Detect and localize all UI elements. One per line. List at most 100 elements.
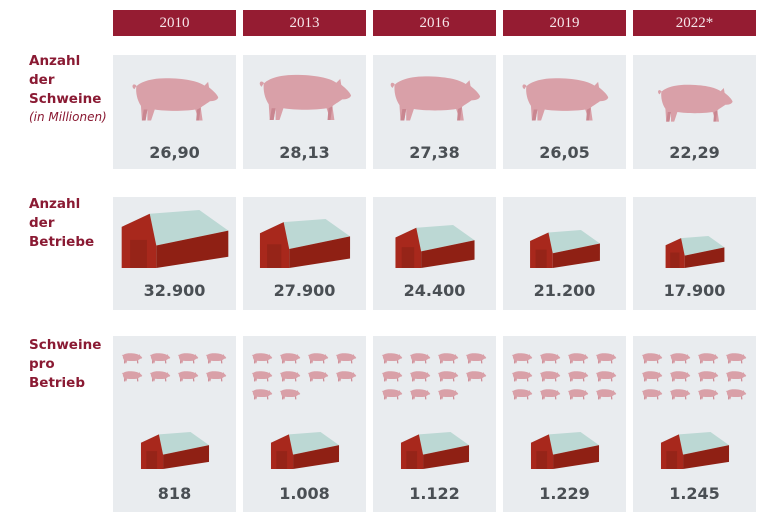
barn-icon xyxy=(660,432,729,469)
mini-pig-grid xyxy=(641,349,753,400)
mini-pig-icon xyxy=(205,353,227,364)
barn-icon xyxy=(140,432,209,469)
pig-icon xyxy=(132,78,218,121)
mini-pig-icon xyxy=(409,353,431,364)
barn-icon xyxy=(270,432,339,469)
row-label-per_farm: Schweine pro Betrieb xyxy=(29,336,101,393)
mini-pig-icon xyxy=(511,353,533,364)
pig-icon xyxy=(390,76,480,121)
mini-pig-icon xyxy=(437,389,459,400)
mini-pig-icon xyxy=(409,389,431,400)
mini-pig-icon xyxy=(279,353,301,364)
year-header: 2022* xyxy=(633,10,756,36)
mini-pig-icon xyxy=(121,353,143,364)
farm-count-cell: 27.900 xyxy=(243,197,366,310)
pigs-per-farm-cell: 1.122 xyxy=(373,336,496,512)
mini-pig-icon xyxy=(725,389,747,400)
mini-pig-icon xyxy=(149,371,171,382)
farm-count-value: 21.200 xyxy=(533,281,596,300)
farm-count-value: 32.900 xyxy=(143,281,206,300)
mini-pig-icon xyxy=(669,389,691,400)
mini-pig-icon xyxy=(177,371,199,382)
farm-count-cell: 24.400 xyxy=(373,197,496,310)
row-label-line: Betrieb xyxy=(29,375,86,391)
pig-count-cell: 27,38 xyxy=(373,55,496,169)
row-label-line: der xyxy=(29,72,55,88)
barn-icon xyxy=(394,225,475,268)
row-label-farms: Anzahl der Betriebe xyxy=(29,195,94,252)
mini-pig-icon xyxy=(335,353,357,364)
farm-count-cell: 32.900 xyxy=(113,197,236,310)
mini-pig-icon xyxy=(511,371,533,382)
mini-pig-icon xyxy=(669,353,691,364)
mini-pig-icon xyxy=(121,371,143,382)
mini-pig-icon xyxy=(725,371,747,382)
mini-pig-icon xyxy=(641,371,663,382)
mini-pig-icon xyxy=(381,353,403,364)
row-label-line: Schweine xyxy=(29,91,102,107)
mini-pig-icon xyxy=(669,371,691,382)
mini-pig-icon xyxy=(251,353,273,364)
barn-icon xyxy=(259,219,350,268)
mini-pig-grid xyxy=(121,349,233,382)
pig-count-value: 26,90 xyxy=(149,143,200,162)
pigs-per-farm-cell: 1.245 xyxy=(633,336,756,512)
row-label-line: Anzahl xyxy=(29,53,81,69)
year-header: 2013 xyxy=(243,10,366,36)
farm-count-value: 27.900 xyxy=(273,281,336,300)
mini-pig-icon xyxy=(567,353,589,364)
mini-pig-icon xyxy=(251,389,273,400)
barn-icon xyxy=(665,236,724,268)
row-label-line: Schweine xyxy=(29,337,102,353)
pigs-per-farm-cell: 1.229 xyxy=(503,336,626,512)
pig-count-cell: 28,13 xyxy=(243,55,366,169)
pig-icon xyxy=(259,74,351,121)
mini-pig-icon xyxy=(437,371,459,382)
mini-pig-icon xyxy=(437,353,459,364)
pigs-per-farm-value: 1.245 xyxy=(669,484,720,503)
year-header: 2019 xyxy=(503,10,626,36)
farm-count-value: 17.900 xyxy=(663,281,726,300)
pig-count-value: 26,05 xyxy=(539,143,590,162)
pigs-per-farm-value: 1.122 xyxy=(409,484,460,503)
row-label-line: pro xyxy=(29,356,55,372)
row-label-line: der xyxy=(29,215,55,231)
mini-pig-icon xyxy=(725,353,747,364)
year-header: 2010 xyxy=(113,10,236,36)
pig-count-cell: 22,29 xyxy=(633,55,756,169)
pig-icon xyxy=(522,78,608,121)
mini-pig-icon xyxy=(697,371,719,382)
row-label-line: Betriebe xyxy=(29,234,95,250)
mini-pig-grid xyxy=(511,349,623,400)
pigs-per-farm-cell: 818 xyxy=(113,336,236,512)
year-header: 2016 xyxy=(373,10,496,36)
mini-pig-icon xyxy=(335,371,357,382)
mini-pig-icon xyxy=(251,371,273,382)
mini-pig-icon xyxy=(149,353,171,364)
mini-pig-icon xyxy=(539,371,561,382)
mini-pig-icon xyxy=(567,371,589,382)
pigs-per-farm-value: 1.229 xyxy=(539,484,590,503)
mini-pig-icon xyxy=(205,371,227,382)
mini-pig-icon xyxy=(641,389,663,400)
mini-pig-icon xyxy=(567,389,589,400)
mini-pig-icon xyxy=(641,353,663,364)
barn-icon xyxy=(121,210,228,268)
pig-count-value: 28,13 xyxy=(279,143,330,162)
mini-pig-icon xyxy=(595,353,617,364)
mini-pig-icon xyxy=(539,353,561,364)
mini-pig-icon xyxy=(409,371,431,382)
pigs-per-farm-cell: 1.008 xyxy=(243,336,366,512)
mini-pig-icon xyxy=(307,353,329,364)
pigs-per-farm-value: 1.008 xyxy=(279,484,330,503)
mini-pig-icon xyxy=(381,389,403,400)
mini-pig-grid xyxy=(251,349,363,400)
barn-icon xyxy=(530,432,599,469)
pig-count-cell: 26,05 xyxy=(503,55,626,169)
pig-count-value: 27,38 xyxy=(409,143,460,162)
mini-pig-icon xyxy=(595,389,617,400)
farm-count-value: 24.400 xyxy=(403,281,466,300)
farm-count-cell: 21.200 xyxy=(503,197,626,310)
row-label-line: Anzahl xyxy=(29,196,81,212)
pig-icon xyxy=(657,84,733,122)
